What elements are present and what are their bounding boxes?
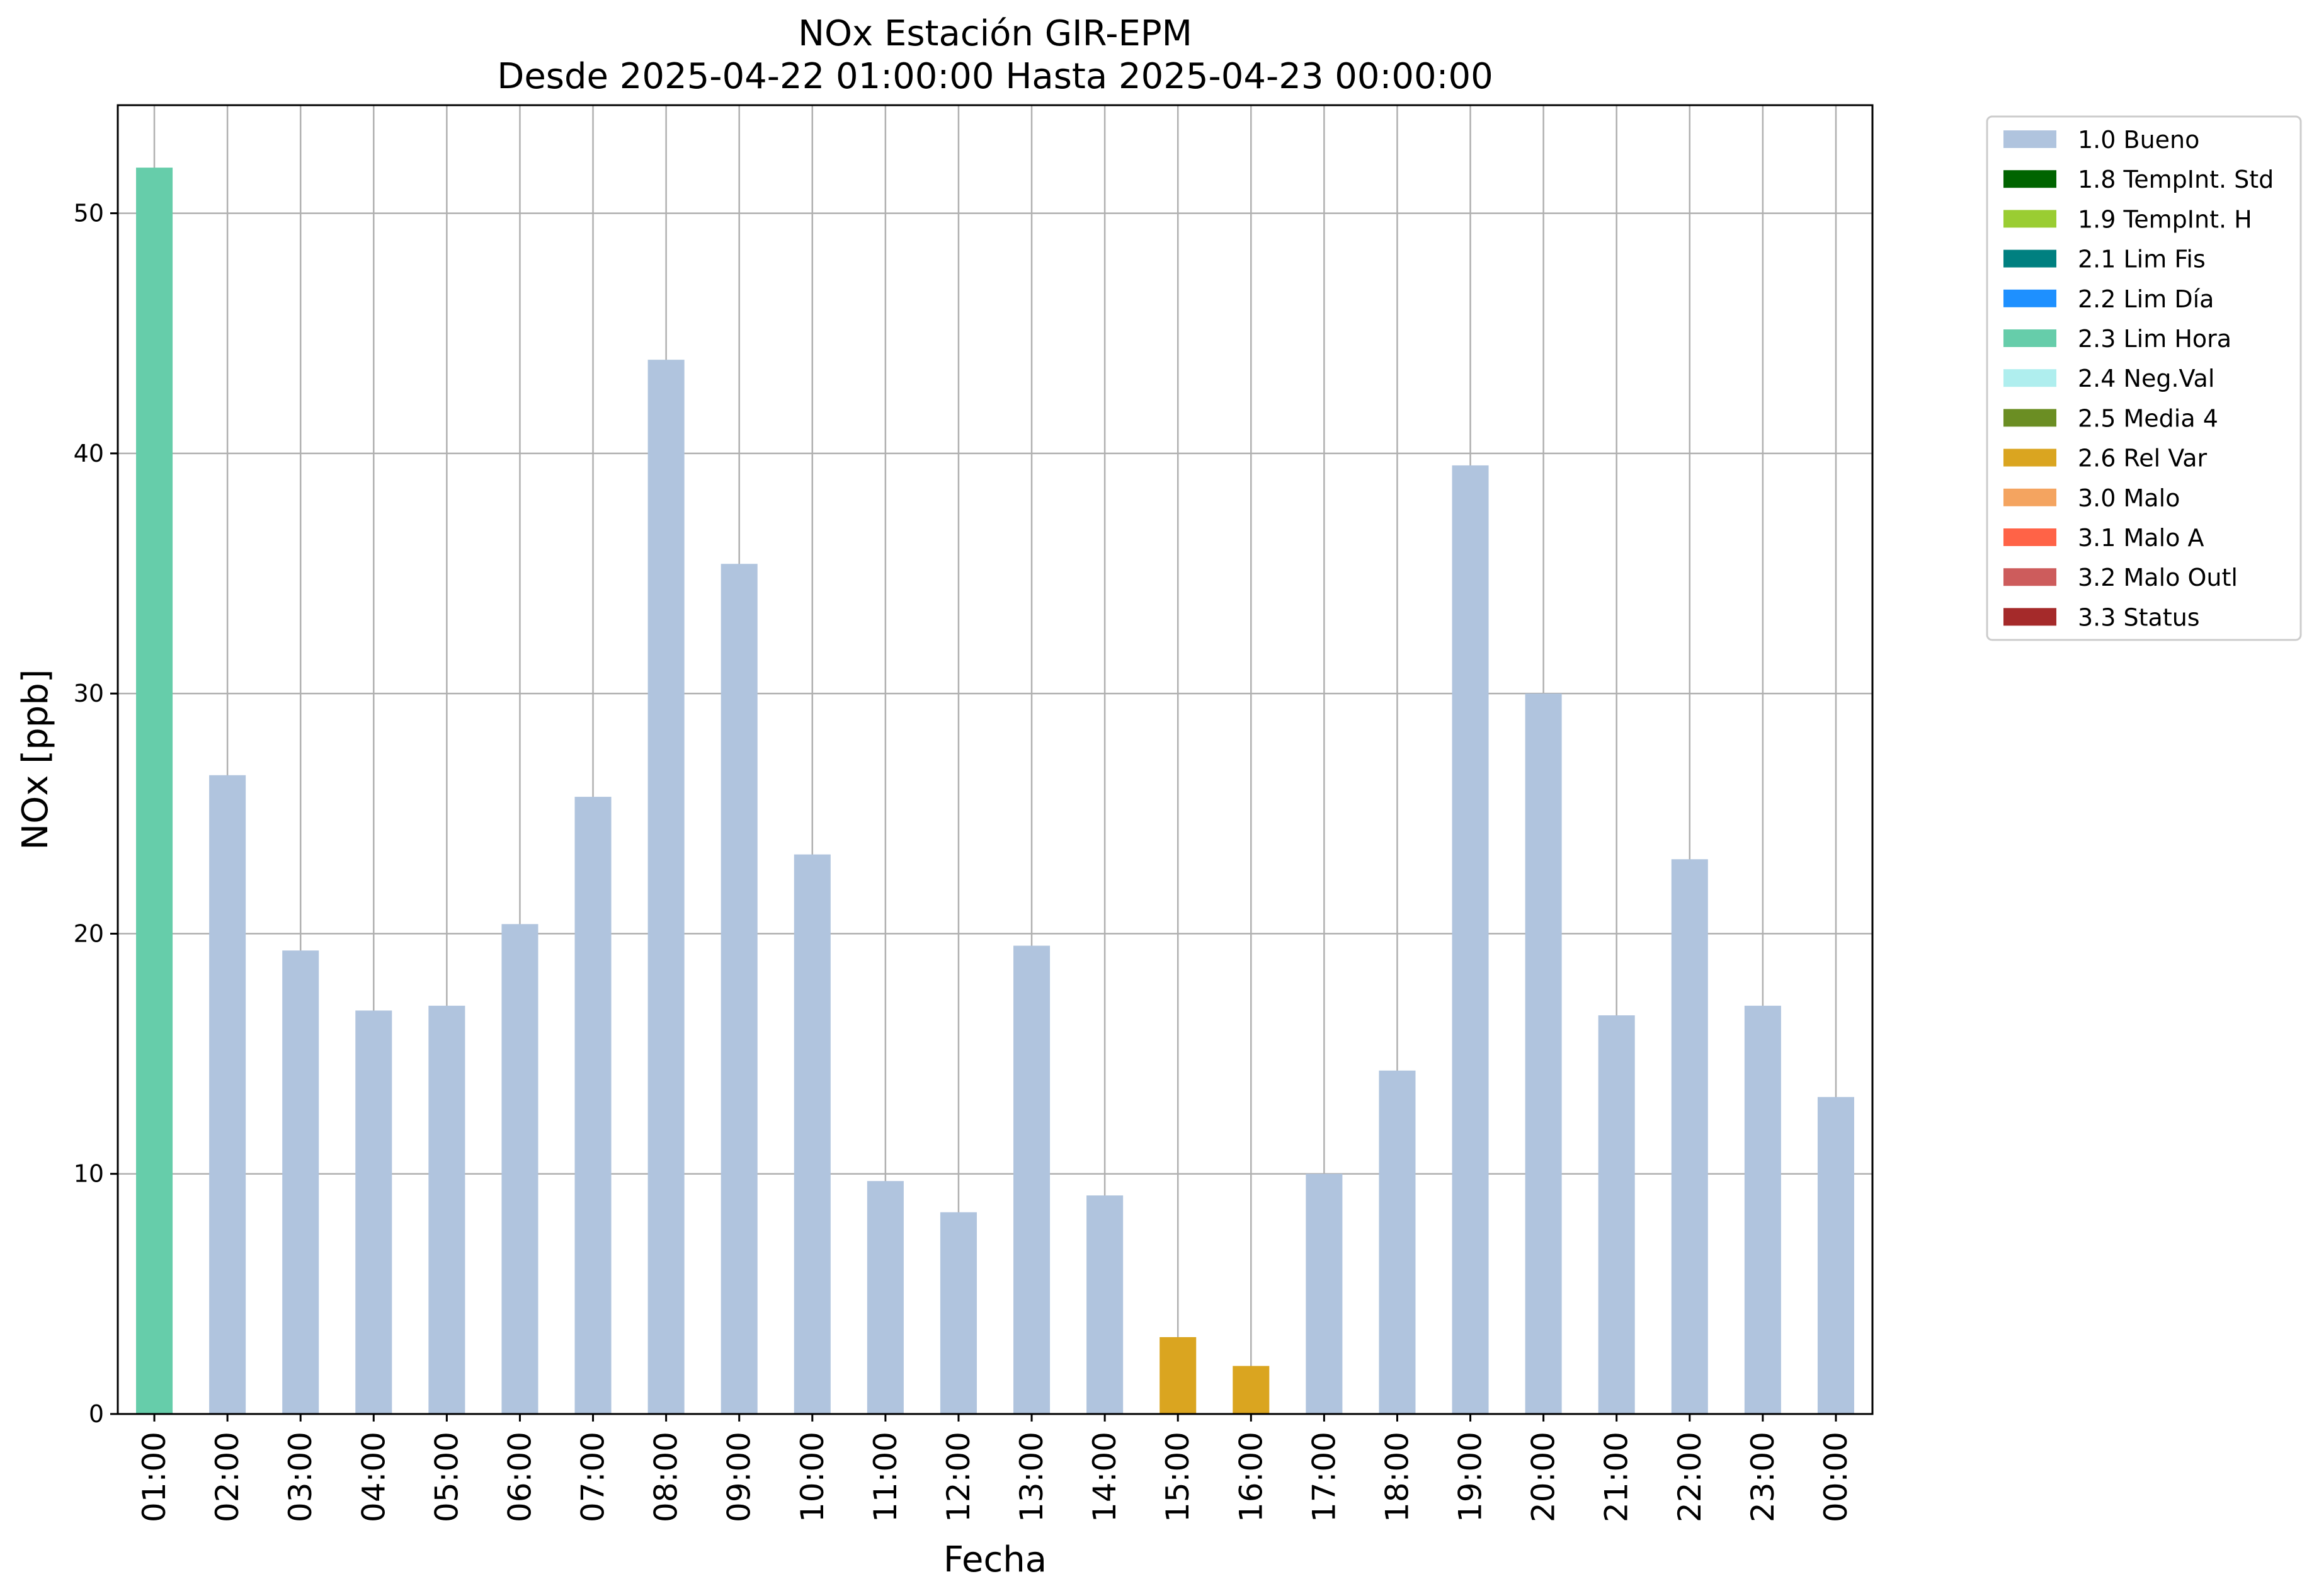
legend-label: 3.2 Malo Outl [2078, 564, 2238, 591]
x-tick-label: 12:00 [940, 1432, 977, 1522]
bar-0500 [428, 1005, 465, 1414]
bar-0000 [1817, 1097, 1854, 1414]
legend-swatch [2003, 409, 2056, 427]
bar-2300 [1744, 1005, 1781, 1414]
bar-0400 [355, 1010, 392, 1414]
legend-label: 1.0 Bueno [2078, 126, 2199, 154]
x-tick-label: 11:00 [867, 1432, 904, 1522]
legend-swatch [2003, 329, 2056, 347]
x-tick-label: 10:00 [794, 1432, 831, 1522]
chart-title: NOx Estación GIR-EPM Desde 2025-04-22 01… [497, 13, 1493, 97]
bar-2200 [1671, 859, 1708, 1414]
bar-0200 [209, 775, 246, 1414]
x-tick-label: 01:00 [136, 1432, 173, 1522]
y-tick-label: 50 [74, 200, 104, 227]
y-tick-label: 40 [74, 440, 104, 467]
bar-0600 [501, 924, 538, 1414]
x-axis-label: Fecha [943, 1539, 1047, 1580]
bar-1500 [1160, 1337, 1197, 1414]
x-tick-label: 14:00 [1086, 1432, 1123, 1522]
x-tick-label: 06:00 [501, 1432, 538, 1522]
legend-swatch [2003, 130, 2056, 148]
bar-0700 [574, 797, 612, 1414]
bar-1000 [794, 854, 831, 1414]
bar-0100 [136, 168, 173, 1415]
bar-2100 [1598, 1015, 1635, 1414]
legend-swatch [2003, 170, 2056, 188]
legend-label: 2.6 Rel Var [2078, 445, 2208, 472]
x-tick-label: 02:00 [209, 1432, 246, 1522]
legend-box [1986, 115, 2302, 641]
legend-label: 3.0 Malo [2078, 484, 2180, 512]
legend-swatch [2003, 608, 2056, 626]
x-tick-label: 13:00 [1013, 1432, 1050, 1522]
y-tick-label: 30 [74, 680, 104, 707]
x-tick-label: 21:00 [1598, 1432, 1635, 1522]
x-tick-label: 04:00 [355, 1432, 392, 1522]
y-axis-label: NOx [ppb] [15, 669, 56, 850]
legend-swatch [2003, 210, 2056, 228]
legend-label: 1.9 TempInt. H [2078, 205, 2252, 233]
bar-0800 [647, 360, 685, 1415]
x-tick-label: 18:00 [1379, 1432, 1415, 1522]
y-tick-label: 0 [89, 1400, 104, 1428]
x-tick-label: 03:00 [282, 1432, 319, 1522]
bar-1900 [1452, 465, 1489, 1414]
x-tick-label: 08:00 [648, 1432, 685, 1522]
legend-label: 1.8 TempInt. Std [2078, 166, 2274, 193]
x-tick-label: 17:00 [1306, 1432, 1342, 1522]
chart-title-line-1: NOx Estación GIR-EPM [798, 13, 1192, 54]
legend: 1.0 Bueno 1.8 TempInt. Std 1.9 TempInt. H 2… [1986, 115, 2302, 641]
legend-swatch [2003, 369, 2056, 387]
x-tick-label: 20:00 [1525, 1432, 1562, 1522]
legend-label: 3.3 Status [2078, 603, 2200, 631]
bar-0900 [721, 564, 758, 1415]
y-axis-ticks: 0 10 20 30 40 50 [74, 200, 118, 1428]
plot-frame [117, 104, 1874, 1415]
bar-1600 [1233, 1365, 1270, 1414]
bar-2000 [1525, 693, 1562, 1414]
y-tick-label: 10 [74, 1160, 104, 1188]
legend-label: 2.2 Lim Día [2078, 285, 2214, 313]
legend-swatch [2003, 528, 2056, 546]
bar-0300 [282, 950, 319, 1414]
bars [136, 168, 1854, 1415]
bar-1700 [1306, 1173, 1343, 1414]
x-tick-label: 19:00 [1452, 1432, 1489, 1522]
x-tick-label: 16:00 [1233, 1432, 1269, 1522]
bar-1300 [1013, 945, 1051, 1414]
x-tick-label: 15:00 [1160, 1432, 1196, 1522]
bar-1100 [867, 1181, 904, 1414]
legend-swatch [2003, 249, 2056, 268]
legend-swatch [2003, 448, 2056, 467]
bar-1200 [940, 1212, 977, 1414]
bar-1400 [1086, 1195, 1124, 1414]
x-tick-label: 23:00 [1745, 1432, 1781, 1522]
x-tick-label: 09:00 [721, 1432, 758, 1522]
bar-1800 [1379, 1070, 1416, 1414]
legend-label: 2.1 Lim Fis [2078, 246, 2206, 273]
legend-label: 2.4 Neg.Val [2078, 365, 2214, 392]
chart-title-line-2: Desde 2025-04-22 01:00:00 Hasta 2025-04-… [497, 56, 1493, 97]
x-tick-label: 05:00 [428, 1432, 465, 1522]
x-axis-ticks: 01:00 02:00 03:00 04:00 05:00 06:00 07:00 08:00… [136, 1414, 1854, 1522]
legend-swatch [2003, 289, 2056, 307]
legend-label: 2.5 Media 4 [2078, 404, 2218, 432]
legend-swatch [2003, 488, 2056, 506]
y-tick-label: 20 [74, 920, 104, 947]
x-tick-label: 22:00 [1672, 1432, 1708, 1522]
legend-label: 3.1 Malo A [2078, 524, 2204, 552]
legend-swatch [2003, 568, 2056, 586]
x-tick-label: 00:00 [1818, 1432, 1854, 1522]
x-tick-label: 07:00 [575, 1432, 612, 1522]
legend-label: 2.3 Lim Hora [2078, 325, 2231, 353]
